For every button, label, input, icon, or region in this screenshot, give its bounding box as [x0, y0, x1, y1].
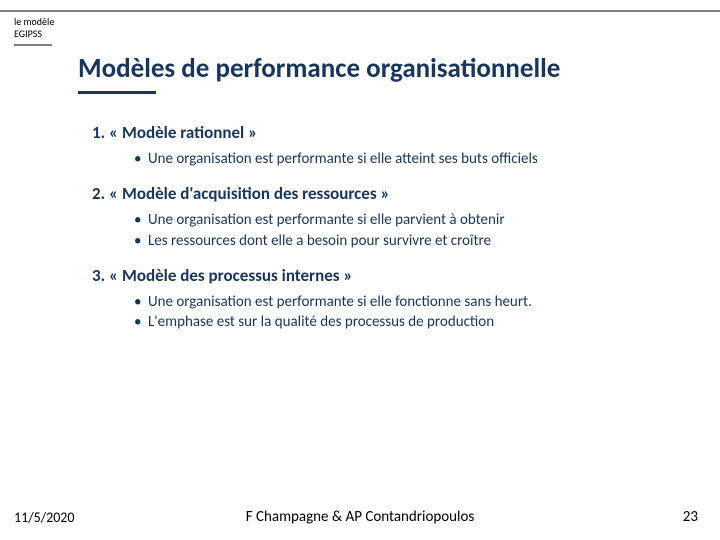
- section-heading-1: 1. « Modèle rationnel »: [92, 122, 672, 143]
- footer-page: 23: [683, 508, 698, 526]
- title-underline: [78, 91, 156, 94]
- slide-title: Modèles de performance organisationnelle: [78, 52, 560, 85]
- corner-label: le modèle EGIPSS: [14, 16, 54, 40]
- bullet-text: Une organisation est performante si elle…: [148, 211, 505, 229]
- bullet: •Une organisation est performante si ell…: [134, 149, 672, 169]
- slide: le modèle EGIPSS Modèles de performance …: [0, 0, 720, 540]
- bullet: •Les ressources dont elle a besoin pour …: [134, 231, 672, 251]
- footer-author: F Champagne & AP Contandriopoulos: [0, 508, 720, 526]
- bullet-text: Une organisation est performante si elle…: [148, 150, 538, 168]
- content-area: 1. « Modèle rationnel » •Une organisatio…: [92, 122, 672, 332]
- bullet-text: L'emphase est sur la qualité des process…: [148, 313, 494, 331]
- bullets-2: •Une organisation est performante si ell…: [134, 210, 672, 251]
- section-heading-2: 2. « Modèle d'acquisition des ressources…: [92, 183, 672, 204]
- corner-line2: EGIPSS: [14, 28, 54, 40]
- section-heading-3: 3. « Modèle des processus internes »: [92, 265, 672, 286]
- bullet: •L'emphase est sur la qualité des proces…: [134, 312, 672, 332]
- bullet: •Une organisation est performante si ell…: [134, 210, 672, 230]
- bullet-text: Les ressources dont elle a besoin pour s…: [148, 232, 491, 250]
- corner-rule: [14, 44, 52, 46]
- bullets-1: •Une organisation est performante si ell…: [134, 149, 672, 169]
- bullets-3: •Une organisation est performante si ell…: [134, 292, 672, 333]
- top-rule: [0, 10, 720, 12]
- bullet-text: Une organisation est performante si elle…: [148, 293, 532, 311]
- bullet: •Une organisation est performante si ell…: [134, 292, 672, 312]
